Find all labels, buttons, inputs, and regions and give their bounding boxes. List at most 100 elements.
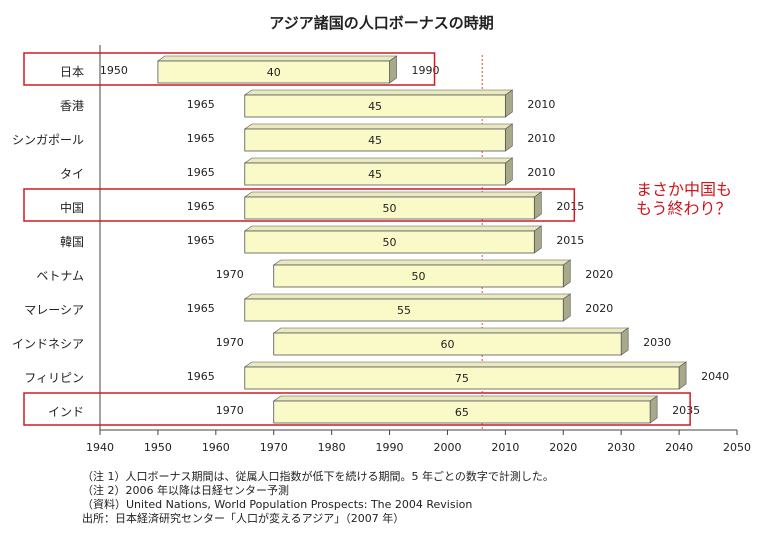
bar-side-face: [505, 89, 513, 118]
bar-start-label: 1965: [187, 370, 215, 383]
bar-top-face: [243, 123, 514, 130]
bar-end-label: 2040: [701, 370, 729, 383]
bar: [157, 60, 390, 84]
category-label: 韓国: [60, 235, 84, 249]
x-tick-label-1970: 1970: [260, 441, 288, 454]
bar-side-face: [562, 259, 571, 288]
bar-duration-label: 50: [412, 270, 426, 283]
note-1: （注 1）人口ボーナス期間は、従属人口指数が低下を続ける期間。5 年ごとの数字で…: [82, 470, 554, 483]
bar-top-face: [243, 157, 514, 164]
bar-top-face: [272, 259, 572, 266]
bar: [244, 298, 564, 322]
bar-end-label: 2010: [527, 132, 555, 145]
bar-duration-label: 45: [368, 100, 382, 113]
bar-top-face: [243, 225, 543, 232]
bar-side-face: [505, 157, 513, 186]
bar-start-label: 1965: [187, 200, 215, 213]
x-tick-label-2010: 2010: [491, 441, 519, 454]
bar-side-face: [534, 191, 542, 220]
x-tick-label-2050: 2050: [723, 441, 751, 454]
bar: [244, 94, 506, 118]
note-origin: 出所：日本経済研究センター「人口が変えるアジア」（2007 年）: [82, 512, 405, 525]
bar-duration-label: 50: [383, 202, 397, 215]
bar-side-face: [389, 55, 397, 84]
bar-top-face: [156, 55, 398, 62]
category-label: ベトナム: [36, 269, 84, 283]
x-tick-label-1950: 1950: [144, 441, 172, 454]
category-label: インド: [48, 405, 84, 419]
category-label: 香港: [60, 99, 84, 113]
chart-notes: （注 1）人口ボーナス期間は、従属人口指数が低下を続ける期間。5 年ごとの数字で…: [82, 470, 554, 526]
note-2: （注 2）2006 年以降は日経センター予測: [82, 484, 289, 497]
x-tick-label-2030: 2030: [607, 441, 635, 454]
bar-start-label: 1965: [187, 166, 215, 179]
bar-end-label: 2030: [643, 336, 671, 349]
chart-title: アジア諸国の人口ボーナスの時期: [269, 14, 494, 32]
bar: [273, 264, 564, 288]
bar-start-label: 1965: [187, 132, 215, 145]
bar-start-label: 1950: [100, 64, 128, 77]
bar-start-label: 1970: [216, 336, 244, 349]
category-label: タイ: [60, 167, 84, 181]
bar-start-label: 1965: [187, 98, 215, 111]
bar-top-face: [243, 361, 688, 368]
highlight-box: [23, 52, 436, 86]
x-tick-label-2000: 2000: [433, 441, 461, 454]
bar-start-label: 1965: [187, 234, 215, 247]
bar-top-face: [272, 327, 630, 334]
x-tick-label-1980: 1980: [318, 441, 346, 454]
category-label: 中国: [60, 200, 84, 215]
bar-duration-label: 45: [368, 134, 382, 147]
bar-start-label: 1970: [216, 268, 244, 281]
bar-end-label: 1990: [412, 64, 440, 77]
note-source: （資料）United Nations, World Population Pro…: [82, 498, 473, 511]
bar-top-face: [243, 293, 572, 300]
category-label: インドネシア: [12, 337, 84, 351]
bar-end-label: 2010: [527, 98, 555, 111]
category-label: マレーシア: [24, 303, 84, 317]
bar-top-face: [243, 191, 543, 198]
category-label: 日本: [60, 65, 84, 79]
bar-top-face: [243, 89, 514, 96]
annotation-china-over: まさか中国も もう終わり？: [636, 180, 733, 218]
bar-duration-label: 65: [455, 406, 469, 419]
bar-side-face: [534, 225, 542, 254]
bar-side-face: [505, 123, 513, 152]
bar: [273, 332, 622, 356]
bar-duration-label: 60: [440, 338, 454, 351]
bar-end-label: 2020: [585, 268, 613, 281]
bar: [244, 196, 535, 220]
bar-duration-label: 50: [383, 236, 397, 249]
x-tick-label-1960: 1960: [202, 441, 230, 454]
category-label: フィリピン: [24, 371, 84, 385]
bar-side-face: [562, 293, 571, 322]
bar-side-face: [620, 327, 629, 356]
x-tick-label-2020: 2020: [549, 441, 577, 454]
category-label: シンガポール: [12, 133, 84, 147]
highlight-box: [23, 188, 576, 222]
bar-duration-label: 40: [267, 66, 281, 79]
bar: [244, 162, 506, 186]
bar-end-label: 2015: [556, 234, 584, 247]
bar: [273, 400, 651, 424]
x-tick-label-1940: 1940: [86, 441, 114, 454]
bar-side-face: [649, 395, 658, 424]
bar-start-label: 1970: [216, 404, 244, 417]
bar-duration-label: 75: [455, 372, 469, 385]
bar-side-face: [678, 361, 687, 390]
x-tick-label-1990: 1990: [376, 441, 404, 454]
bar-end-label: 2020: [585, 302, 613, 315]
highlight-box: [23, 392, 691, 426]
bar-end-label: 2035: [672, 404, 700, 417]
bar-duration-label: 55: [397, 304, 411, 317]
bar: [244, 230, 535, 254]
bar-duration-label: 45: [368, 168, 382, 181]
bar: [244, 128, 506, 152]
bar-end-label: 2015: [556, 200, 584, 213]
bar-end-label: 2010: [527, 166, 555, 179]
bar: [244, 366, 680, 390]
bar-top-face: [272, 395, 659, 402]
x-tick-label-2040: 2040: [665, 441, 693, 454]
bar-start-label: 1965: [187, 302, 215, 315]
